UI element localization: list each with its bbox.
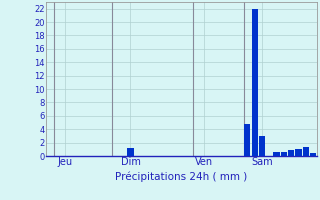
Bar (288, 150, 294, 156)
Bar (281, 152, 287, 156)
Bar (244, 124, 251, 156)
Bar (127, 148, 133, 156)
Bar (310, 153, 316, 156)
Bar (252, 9, 258, 156)
Bar (259, 136, 265, 156)
Bar (295, 149, 302, 156)
Bar (274, 152, 280, 156)
X-axis label: Précipitations 24h ( mm ): Précipitations 24h ( mm ) (116, 172, 248, 182)
Bar (303, 147, 309, 156)
